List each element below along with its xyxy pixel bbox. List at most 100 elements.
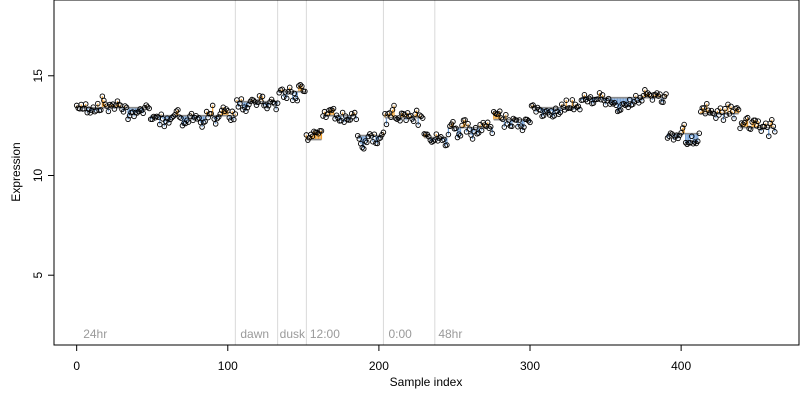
data-point-122 — [258, 98, 264, 105]
data-point-33 — [123, 104, 130, 111]
data-point-85 — [202, 118, 208, 125]
data-point-327 — [568, 105, 574, 111]
data-point-455 — [761, 123, 767, 130]
data-point-156 — [309, 133, 316, 140]
data-point-67 — [175, 107, 181, 113]
data-point-72 — [182, 120, 189, 127]
data-point-107 — [235, 104, 242, 110]
data-point-147 — [296, 83, 302, 89]
data-point-444 — [744, 114, 751, 121]
data-point-149 — [299, 83, 305, 90]
data-point-280 — [497, 108, 503, 114]
data-point-176 — [339, 109, 346, 116]
y-tick-label-0: 5 — [31, 272, 45, 279]
data-point-7 — [84, 109, 90, 116]
data-point-246 — [445, 131, 452, 138]
data-point-104 — [231, 116, 237, 123]
data-point-211 — [392, 115, 399, 121]
data-point-338 — [584, 98, 591, 105]
data-point-411 — [695, 138, 701, 145]
data-point-90 — [209, 102, 216, 109]
data-point-427 — [719, 109, 725, 115]
x-axis: 0 100 200 300 400 — [73, 344, 691, 373]
data-point-137 — [280, 94, 287, 100]
data-point-178 — [342, 113, 349, 119]
data-point-92 — [212, 121, 219, 127]
data-point-148 — [297, 81, 304, 88]
data-point-62 — [167, 116, 174, 123]
data-point-119 — [253, 102, 260, 108]
data-point-446 — [747, 126, 754, 132]
data-point-40 — [134, 110, 140, 116]
data-point-94 — [215, 114, 222, 120]
data-point-63 — [169, 114, 175, 121]
data-point-258 — [463, 129, 470, 135]
data-point-203 — [380, 129, 387, 136]
data-point-243 — [441, 136, 447, 143]
data-point-450 — [753, 123, 760, 129]
data-point-435 — [731, 115, 737, 122]
data-point-273 — [486, 125, 492, 132]
data-point-389 — [661, 93, 668, 100]
data-point-264 — [472, 124, 479, 131]
x-tick-label-0: 0 — [73, 359, 80, 373]
data-point-48 — [146, 105, 152, 112]
data-point-81 — [196, 115, 202, 121]
data-point-192 — [364, 139, 370, 146]
data-point-8 — [86, 106, 92, 113]
data-point-102 — [228, 117, 234, 123]
data-point-185 — [353, 116, 359, 123]
data-point-434 — [729, 108, 736, 115]
data-point-138 — [282, 89, 288, 95]
phase-label-5: 48hr — [438, 327, 462, 341]
data-point-227 — [416, 112, 423, 118]
data-point-401 — [679, 125, 686, 131]
data-point-144 — [291, 90, 298, 97]
data-point-225 — [413, 107, 420, 114]
data-point-257 — [462, 117, 468, 123]
data-point-238 — [433, 131, 440, 137]
data-point-218 — [403, 117, 409, 124]
data-point-328 — [569, 97, 576, 103]
x-axis-title: Sample index — [390, 375, 463, 389]
data-point-142 — [288, 89, 295, 95]
data-point-131 — [271, 101, 278, 107]
phase-label-4: 0:00 — [388, 327, 412, 341]
data-point-58 — [161, 123, 168, 130]
data-point-407 — [688, 133, 695, 140]
data-point-66 — [173, 108, 180, 114]
data-point-289 — [510, 115, 517, 122]
data-point-402 — [681, 121, 687, 128]
data-point-433 — [728, 103, 734, 110]
data-point-440 — [738, 120, 745, 126]
data-point-409 — [691, 139, 698, 145]
data-point-270 — [481, 122, 488, 128]
data-point-458 — [766, 133, 772, 139]
data-point-181 — [347, 117, 353, 123]
x-tick-label-1: 100 — [218, 359, 238, 373]
data-point-91 — [211, 116, 217, 122]
data-point-112 — [243, 108, 249, 114]
data-point-134 — [276, 90, 282, 96]
data-point-302 — [530, 102, 536, 108]
data-point-154 — [306, 134, 313, 141]
data-point-169 — [329, 107, 335, 113]
data-point-99 — [223, 106, 230, 112]
data-point-378 — [645, 90, 651, 96]
data-point-342 — [590, 100, 597, 106]
data-point-425 — [716, 112, 722, 118]
data-point-34 — [125, 116, 131, 123]
data-point-400 — [678, 130, 684, 136]
data-point-398 — [675, 135, 681, 142]
data-point-190 — [361, 146, 367, 152]
data-point-381 — [649, 97, 656, 103]
data-point-375 — [640, 92, 647, 99]
data-point-462 — [772, 129, 778, 135]
data-point-366 — [627, 96, 633, 103]
data-point-120 — [255, 99, 261, 106]
data-point-368 — [630, 101, 636, 108]
data-point-299 — [525, 118, 532, 124]
data-point-318 — [554, 108, 560, 115]
data-point-298 — [524, 116, 530, 123]
data-point-191 — [362, 138, 369, 144]
